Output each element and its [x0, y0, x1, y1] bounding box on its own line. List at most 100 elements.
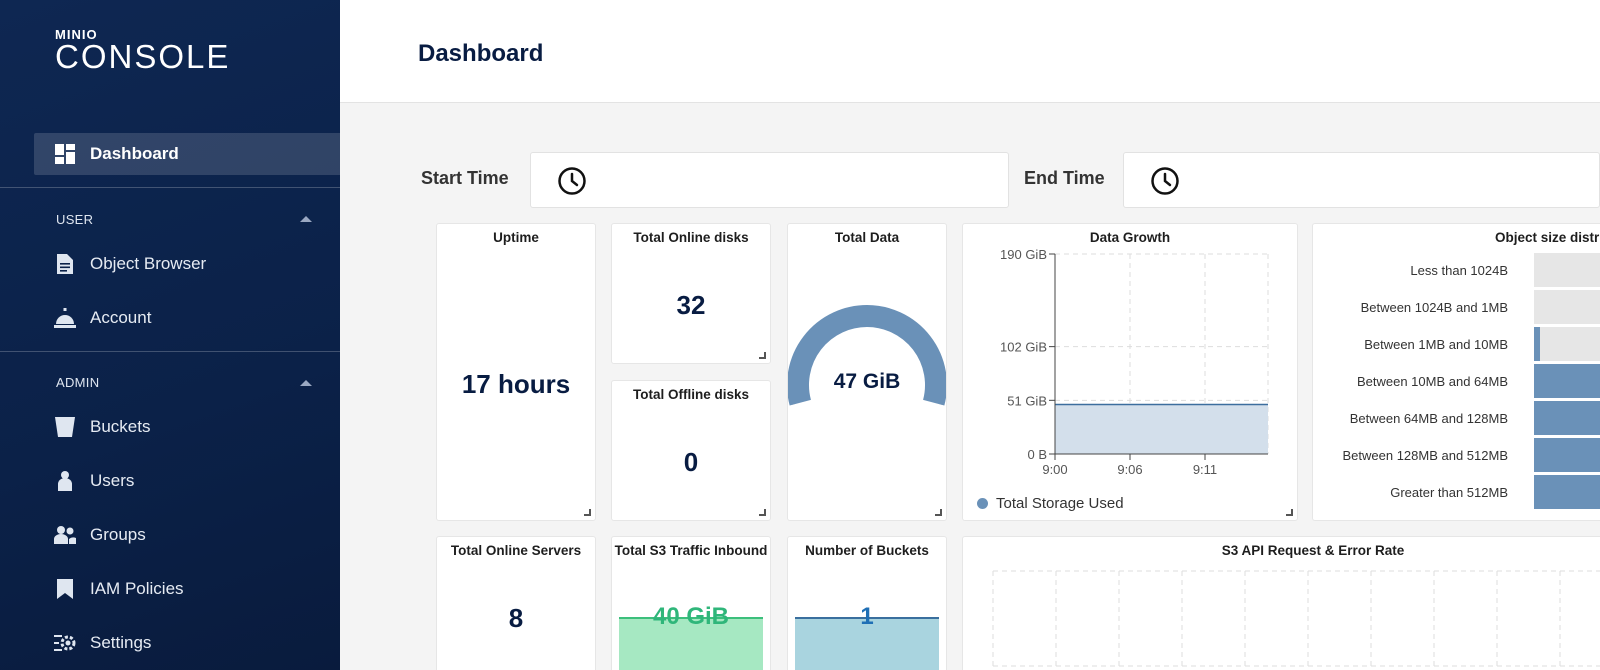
card-title: Total Online Servers — [450, 543, 582, 558]
page-header: Dashboard — [340, 0, 1600, 103]
sidebar-item-dashboard[interactable]: Dashboard — [34, 133, 340, 175]
offline-disks-card: Total Offline disks 0 — [611, 380, 771, 521]
online-disks-card: Total Online disks 32 — [611, 223, 771, 364]
total-data-card: Total Data 47 GiB — [787, 223, 947, 521]
sidebar-item-object-browser[interactable]: Object Browser — [34, 243, 340, 285]
chart-legend: Total Storage Used — [977, 495, 1124, 512]
s3-inbound-sparkline — [619, 617, 763, 670]
x-tick-label: 9:06 — [1117, 462, 1142, 474]
online-servers-value: 8 — [508, 603, 524, 633]
size-row-bar — [1534, 364, 1600, 398]
resize-handle[interactable] — [935, 509, 942, 516]
y-tick-label: 190 GiB — [1000, 247, 1047, 262]
size-row-bar — [1534, 438, 1600, 472]
card-title: Total Data — [834, 230, 900, 245]
online-servers-card: Total Online Servers 8 — [436, 536, 596, 670]
size-row-label: Between 128MB and 512MB — [1342, 448, 1509, 463]
card-title: Uptime — [493, 230, 539, 245]
page-title: Dashboard — [418, 40, 544, 67]
sidebar-item-users[interactable]: Users — [34, 460, 340, 502]
divider — [0, 351, 340, 352]
card-title: Object size distri — [1495, 230, 1600, 245]
size-row-label: Between 1MB and 10MB — [1364, 337, 1508, 352]
sidebar-item-label: Account — [90, 308, 152, 327]
x-tick-label: 9:11 — [1193, 462, 1217, 474]
size-row-bar — [1534, 327, 1541, 361]
sidebar-item-settings[interactable]: Settings — [34, 622, 340, 664]
size-row-bar-bg — [1534, 290, 1600, 324]
size-row-bar — [1534, 475, 1600, 509]
buckets-sparkline — [795, 617, 939, 670]
buckets-value: 1 — [860, 603, 874, 630]
size-row-label: Less than 1024B — [1410, 263, 1508, 278]
size-row-bar-bg — [1534, 327, 1600, 361]
minio-console-logo[interactable]: MINIO CONSOLE — [55, 27, 231, 75]
dashboard-icon — [54, 143, 76, 165]
sidebar-item-label: Users — [90, 471, 135, 490]
card-title: Total Offline disks — [632, 387, 749, 402]
start-time-label: Start Time — [421, 168, 509, 188]
size-row-label: Greater than 512MB — [1390, 485, 1508, 500]
data-growth-card: Data Growth 0 B 51 GiB 102 GiB 190 GiB 9:00 9… — [962, 223, 1298, 521]
sidebar-item-label: Buckets — [90, 417, 151, 436]
clock-icon[interactable] — [557, 166, 587, 201]
card-title: S3 API Request & Error Rate — [1221, 543, 1405, 558]
total-data-value: 47 GiB — [833, 370, 901, 393]
sidebar-item-label: Settings — [90, 633, 152, 652]
offline-disks-value: 0 — [683, 447, 699, 477]
legend-swatch — [977, 498, 988, 509]
groups-icon — [54, 524, 76, 546]
logo-bottom: CONSOLE — [55, 38, 231, 75]
chart-title: Data Growth — [1089, 230, 1171, 245]
sidebar-item-groups[interactable]: Groups — [34, 514, 340, 556]
logo-top: MINIO — [55, 27, 98, 42]
series-area — [1055, 404, 1268, 454]
uptime-value: 17 hours — [461, 369, 571, 399]
buckets-card: Number of Buckets 1 — [787, 536, 947, 670]
sidebar: MINIO CONSOLE Dashboard USER Object Brow… — [0, 0, 340, 670]
legend-label: Total Storage Used — [996, 495, 1124, 512]
card-title: Total Online disks — [633, 230, 749, 245]
s3-api-chart — [992, 570, 1600, 670]
sidebar-item-account[interactable]: Account — [34, 297, 340, 339]
s3-api-card: S3 API Request & Error Rate — [962, 536, 1600, 670]
s3-inbound-value: 40 GiB — [652, 603, 730, 630]
online-disks-value: 32 — [676, 290, 706, 320]
resize-handle[interactable] — [759, 509, 766, 516]
card-title: Number of Buckets — [805, 543, 929, 558]
card-title: Total S3 Traffic Inbound — [614, 543, 768, 558]
section-admin: ADMIN — [56, 375, 100, 390]
resize-handle[interactable] — [1286, 509, 1293, 516]
sidebar-item-label: Groups — [90, 525, 146, 544]
size-row-bar-bg — [1534, 253, 1600, 287]
divider — [0, 187, 340, 188]
size-row-bar — [1534, 401, 1600, 435]
bucket-icon — [54, 416, 76, 438]
uptime-card: Uptime 17 hours — [436, 223, 596, 521]
sidebar-item-label: Object Browser — [90, 254, 207, 273]
size-row-label: Between 64MB and 128MB — [1349, 411, 1508, 426]
y-tick-label: 51 GiB — [1007, 393, 1047, 408]
object-size-card: Object size distri Less than 1024B Betwee… — [1312, 223, 1600, 521]
resize-handle[interactable] — [759, 352, 766, 359]
file-icon — [54, 253, 76, 275]
sidebar-item-label: IAM Policies — [90, 579, 184, 598]
sidebar-item-buckets[interactable]: Buckets — [34, 406, 340, 448]
end-time-input[interactable] — [1123, 152, 1600, 208]
clock-icon[interactable] — [1150, 166, 1180, 201]
user-icon — [54, 470, 76, 492]
collapse-admin-icon[interactable] — [300, 380, 312, 386]
y-tick-label: 0 B — [1027, 447, 1047, 462]
y-tick-label: 102 GiB — [1000, 340, 1047, 355]
collapse-user-icon[interactable] — [300, 216, 312, 222]
sidebar-item-label: Dashboard — [90, 144, 179, 163]
end-time-label: End Time — [1024, 168, 1105, 188]
total-data-gauge — [788, 305, 946, 406]
s3-inbound-card: Total S3 Traffic Inbound 40 GiB — [611, 536, 771, 670]
size-row-label: Between 1024B and 1MB — [1360, 300, 1508, 315]
resize-handle[interactable] — [584, 509, 591, 516]
account-icon — [54, 307, 76, 329]
sidebar-item-iam-policies[interactable]: IAM Policies — [34, 568, 340, 610]
start-time-input[interactable] — [530, 152, 1009, 208]
x-tick-label: 9:00 — [1042, 462, 1067, 474]
